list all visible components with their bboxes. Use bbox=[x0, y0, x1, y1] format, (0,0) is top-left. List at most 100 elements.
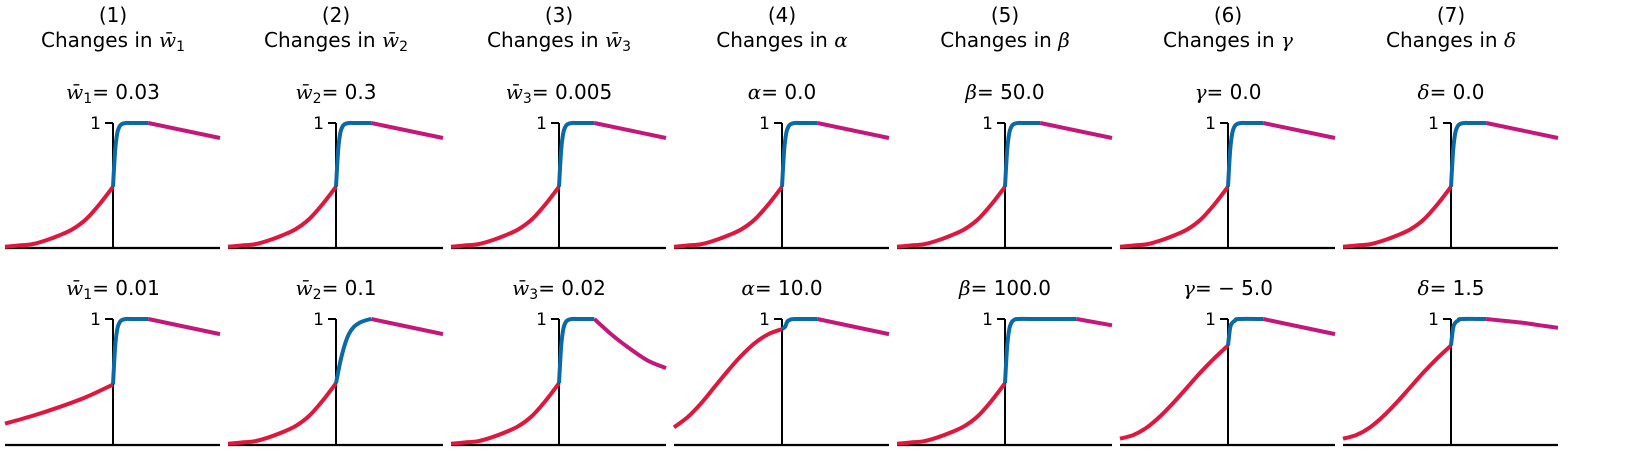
y-tick-label: 1 bbox=[536, 310, 547, 330]
column-title-subscript: 2 bbox=[399, 39, 408, 55]
y-tick-label: 1 bbox=[1428, 310, 1439, 330]
right-segment-line bbox=[816, 317, 890, 337]
y-tick-label: 1 bbox=[982, 310, 993, 330]
right-segment-line bbox=[1485, 121, 1559, 140]
y-tick-label: 1 bbox=[536, 114, 547, 134]
panel-title-symbol: γ bbox=[1194, 80, 1207, 104]
middle-segment-line bbox=[111, 316, 149, 385]
right-segment-line bbox=[147, 317, 221, 337]
right-segment-line bbox=[816, 121, 890, 140]
column-title-prefix: Changes in bbox=[41, 28, 159, 52]
panel-title-symbol: β bbox=[959, 276, 971, 300]
middle-segment-line bbox=[557, 316, 595, 384]
column-number: (5) bbox=[990, 3, 1020, 27]
column-title-prefix: Changes in bbox=[940, 28, 1059, 52]
middle-segment-line bbox=[334, 120, 372, 187]
panel-title-value: = 0.1 bbox=[321, 276, 377, 300]
panel-title-subscript: 1 bbox=[83, 287, 93, 303]
subplot: 1 bbox=[672, 310, 890, 447]
left-segment-line bbox=[1342, 185, 1453, 249]
middle-segment-line bbox=[780, 316, 818, 331]
panel-title-subscript: 2 bbox=[312, 287, 322, 303]
subplot: 1 bbox=[896, 310, 1113, 447]
column-title-prefix: Changes in bbox=[1163, 28, 1281, 52]
panel-title-value: = 100.0 bbox=[970, 276, 1051, 300]
middle-segment-line bbox=[1003, 316, 1077, 384]
panel-title: w̄2= 0.3 bbox=[225, 80, 447, 107]
left-segment-line bbox=[1342, 343, 1453, 441]
middle-segment-line bbox=[111, 120, 149, 187]
left-segment-line bbox=[4, 382, 114, 426]
panel-title-value: = 0.02 bbox=[538, 276, 606, 300]
left-segment-line bbox=[896, 382, 1007, 446]
subplot: 1 bbox=[1342, 114, 1559, 250]
right-segment-line bbox=[592, 317, 667, 370]
left-segment-line bbox=[1119, 343, 1230, 441]
column-title-subscript: 3 bbox=[622, 39, 631, 55]
subplot: 1 bbox=[1119, 114, 1336, 250]
right-segment-line bbox=[593, 121, 667, 140]
column-title: Changes in w̄1 bbox=[2, 28, 224, 54]
panel-title-subscript: 3 bbox=[529, 287, 539, 303]
panel-title-value: = 0.005 bbox=[531, 80, 613, 104]
left-segment-line bbox=[450, 185, 561, 249]
column-title: Changes in δ bbox=[1340, 28, 1562, 52]
y-tick-label: 1 bbox=[313, 310, 324, 330]
panel-title-symbol: w̄ bbox=[505, 80, 523, 104]
column-title: Changes in α bbox=[671, 28, 893, 52]
y-tick-label: 1 bbox=[1205, 114, 1216, 134]
y-tick-label: 1 bbox=[90, 114, 101, 134]
panel-title-value: = 50.0 bbox=[976, 80, 1045, 104]
panel-title-symbol: w̄ bbox=[512, 276, 530, 300]
right-segment-line bbox=[1262, 317, 1336, 337]
middle-segment-line bbox=[1449, 120, 1487, 187]
panel-title: β= 100.0 bbox=[894, 276, 1116, 300]
panel-title-symbol: w̄ bbox=[295, 276, 313, 300]
middle-segment-line bbox=[1226, 120, 1264, 187]
column-title-symbol: γ bbox=[1281, 28, 1293, 52]
column-number: (7) bbox=[1436, 3, 1466, 27]
subplot: 1 bbox=[896, 114, 1113, 250]
y-tick-label: 1 bbox=[1428, 114, 1439, 134]
column-title-symbol: δ bbox=[1503, 28, 1516, 52]
right-segment-line bbox=[147, 121, 221, 140]
column-title-symbol: α bbox=[834, 28, 848, 52]
right-segment-line bbox=[1262, 121, 1336, 140]
subplot: 1 bbox=[227, 310, 444, 447]
panel-title-value: = 1.5 bbox=[1429, 276, 1485, 300]
left-segment-line bbox=[1119, 185, 1230, 249]
panel-title: β= 50.0 bbox=[894, 80, 1116, 104]
y-tick-label: 1 bbox=[982, 114, 993, 134]
subplot: 1 bbox=[1342, 310, 1559, 447]
panel-title: γ= − 5.0 bbox=[1117, 276, 1339, 300]
panel-title-value: = 0.03 bbox=[92, 80, 160, 104]
panel-title-value: = 0.01 bbox=[92, 276, 160, 300]
panel-title: w̄3= 0.02 bbox=[448, 276, 670, 303]
panel-title-value: = − 5.0 bbox=[1194, 276, 1273, 300]
left-segment-line bbox=[896, 185, 1007, 249]
subplot: 1 bbox=[673, 114, 890, 250]
right-segment-line bbox=[1486, 317, 1559, 330]
panel-title-subscript: 2 bbox=[312, 91, 322, 107]
subplot: 1 bbox=[450, 114, 667, 250]
middle-segment-line bbox=[780, 120, 818, 187]
column-number: (1) bbox=[98, 3, 128, 27]
column-title-symbol: w̄ bbox=[158, 28, 177, 52]
column-title: Changes in w̄3 bbox=[448, 28, 670, 55]
column-title-symbol: w̄ bbox=[604, 28, 623, 52]
panel-title: α= 10.0 bbox=[671, 276, 893, 300]
panel-title: γ= 0.0 bbox=[1117, 80, 1339, 104]
column-title: Changes in γ bbox=[1117, 28, 1339, 52]
middle-segment-line bbox=[557, 120, 595, 187]
column-number: (3) bbox=[544, 3, 574, 27]
panel-title-value: = 0.0 bbox=[761, 80, 817, 104]
y-tick-label: 1 bbox=[313, 114, 324, 134]
panel-title-value: = 0.0 bbox=[1429, 80, 1485, 104]
panel-title: α= 0.0 bbox=[671, 80, 893, 104]
panel-title: δ= 1.5 bbox=[1340, 276, 1562, 300]
panel-title: w̄1= 0.01 bbox=[2, 276, 224, 303]
right-segment-line bbox=[1076, 317, 1113, 328]
column-number: (2) bbox=[321, 3, 351, 27]
subplot: 1 bbox=[227, 114, 444, 250]
